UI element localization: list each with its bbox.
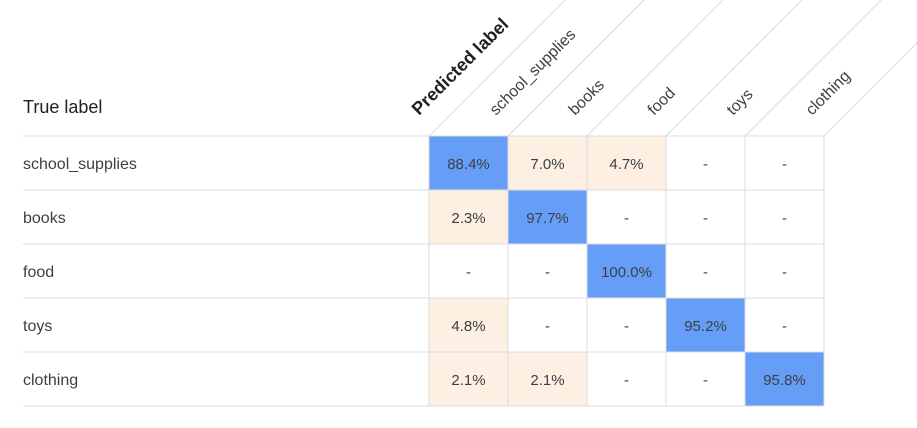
matrix-cell (745, 244, 824, 298)
cell-value-label: 2.1% (451, 372, 485, 389)
matrix-cell (745, 136, 824, 190)
row-tick-label: books (23, 210, 66, 227)
column-tick-label: clothing (803, 68, 854, 119)
cell-value-label: - (703, 156, 708, 173)
cell-value-label: 95.2% (684, 318, 727, 335)
matrix-cell (666, 352, 745, 406)
matrix-cell (587, 190, 666, 244)
matrix-cell (745, 352, 824, 406)
matrix-cell (666, 190, 745, 244)
cell-value-label: 95.8% (763, 372, 806, 389)
cell-value-label: 100.0% (601, 264, 652, 281)
row-tick-label: toys (23, 318, 52, 335)
column-tick-label: toys (724, 86, 757, 119)
matrix-cell (745, 190, 824, 244)
row-tick-label: food (23, 264, 54, 281)
cell-value-label: - (782, 318, 787, 335)
cell-value-label: - (782, 156, 787, 173)
matrix-cell (587, 298, 666, 352)
matrix-cell (587, 244, 666, 298)
cell-value-label: 97.7% (526, 210, 569, 227)
matrix-cell (508, 298, 587, 352)
matrix-cell (508, 244, 587, 298)
cell-value-label: 88.4% (447, 156, 490, 173)
row-axis-title: True label (23, 97, 102, 117)
cell-value-label: - (545, 264, 550, 281)
column-header-divider (428, 0, 566, 137)
matrix-cell (666, 298, 745, 352)
cell-value-label: - (624, 318, 629, 335)
matrix-cell (429, 190, 508, 244)
matrix-grid (23, 0, 917, 407)
column-header-divider (507, 0, 645, 137)
matrix-cell (666, 244, 745, 298)
cell-value-label: 4.8% (451, 318, 485, 335)
cell-value-label: - (466, 264, 471, 281)
cell-value-label: - (703, 372, 708, 389)
row-tick-label: clothing (23, 372, 78, 389)
column-header-divider (744, 0, 882, 137)
matrix-cell (666, 136, 745, 190)
cell-value-label: 7.0% (530, 156, 564, 173)
matrix-cell (587, 136, 666, 190)
cell-value-label: 2.1% (530, 372, 564, 389)
column-tick-label: books (566, 77, 608, 119)
matrix-cell (587, 352, 666, 406)
cell-value-label: 2.3% (451, 210, 485, 227)
matrix-cells (429, 136, 824, 406)
column-tick-label: school_supplies (487, 26, 580, 119)
cell-value-label: - (624, 372, 629, 389)
column-header-divider (586, 0, 724, 137)
cell-value-label: - (703, 264, 708, 281)
row-tick-label: school_supplies (23, 156, 137, 173)
cell-value-label: 4.7% (609, 156, 643, 173)
matrix-cell (745, 298, 824, 352)
matrix-cell (508, 136, 587, 190)
matrix-cell (429, 298, 508, 352)
matrix-cell (429, 352, 508, 406)
column-header-divider (665, 0, 803, 137)
cell-value-label: - (782, 264, 787, 281)
cell-value-label: - (624, 210, 629, 227)
matrix-cell (508, 190, 587, 244)
matrix-cell (429, 244, 508, 298)
column-tick-label: food (645, 85, 679, 119)
matrix-cell (508, 352, 587, 406)
cell-value-label: - (703, 210, 708, 227)
column-header-divider (823, 42, 917, 137)
matrix-cell (429, 136, 508, 190)
cell-value-label: - (545, 318, 550, 335)
cell-value-label: - (782, 210, 787, 227)
